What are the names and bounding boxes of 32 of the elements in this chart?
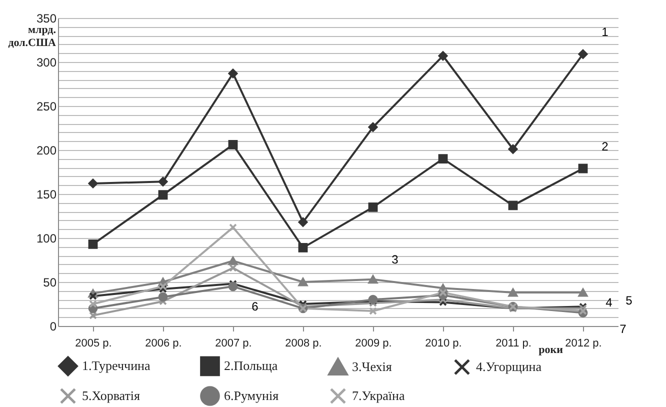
annotation: 4 bbox=[606, 296, 613, 310]
x-tick-label: 2007 р. bbox=[215, 338, 252, 350]
x-tick-label: 2005 р. bbox=[75, 338, 112, 350]
y-tick-label: 250 bbox=[36, 100, 57, 114]
y-tick-label: 150 bbox=[36, 188, 57, 202]
y-tick-label: 100 bbox=[36, 232, 57, 246]
y-tick-label: 300 bbox=[36, 56, 57, 70]
x-tick-label: 2012 р. bbox=[565, 338, 602, 350]
legend-label: 4.Угорщина bbox=[476, 359, 542, 374]
annotation: 1 bbox=[602, 25, 609, 40]
y-tick-label: 200 bbox=[36, 144, 57, 158]
legend-label: 7.Україна bbox=[352, 388, 405, 403]
annotation: 3 bbox=[392, 252, 399, 266]
legend-label: 3.Чехія bbox=[352, 358, 392, 374]
legend-label: 6.Румунія bbox=[224, 388, 279, 403]
y-tick-label: 350 bbox=[36, 12, 57, 26]
x-tick-label: 2009 р. bbox=[355, 338, 392, 350]
x-tick-label: 2006 р. bbox=[145, 338, 182, 350]
text: 7 bbox=[620, 322, 627, 336]
y-tick-label: 0 bbox=[50, 320, 57, 334]
x-tick-label: 2011 р. bbox=[496, 338, 532, 350]
x-tick-label: 2010 р. bbox=[425, 338, 462, 350]
y-tick-label: 50 bbox=[43, 276, 57, 290]
x-tick-label: 2008 р. bbox=[285, 338, 322, 350]
x-axis-title: роки bbox=[538, 344, 564, 356]
legend-label: 2.Польща bbox=[224, 358, 278, 374]
legend-label: 1.Туреччина bbox=[82, 358, 150, 374]
legend-label: 5.Хорватія bbox=[82, 388, 140, 403]
annotation: 2 bbox=[602, 139, 609, 154]
annotation: 6 bbox=[252, 299, 259, 314]
y-axis-title: млрд. дол.США bbox=[8, 24, 56, 49]
text: 5 bbox=[626, 293, 633, 308]
